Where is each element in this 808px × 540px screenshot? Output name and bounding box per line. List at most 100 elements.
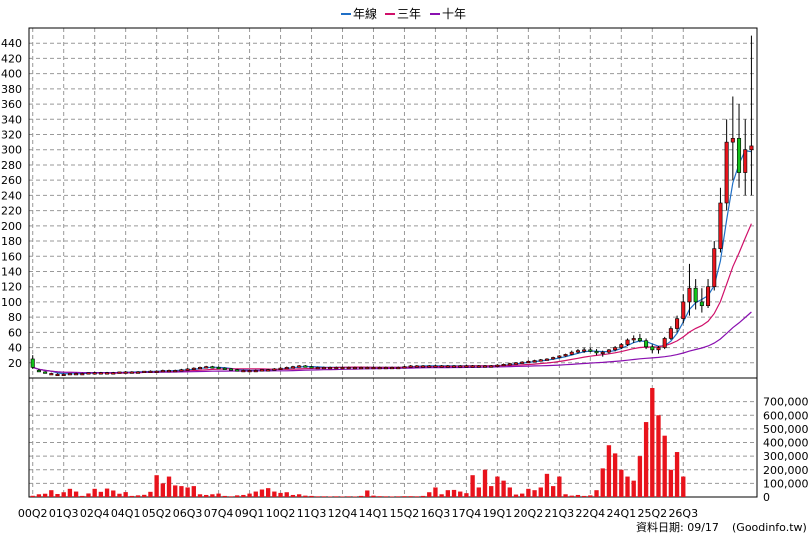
candle-body bbox=[483, 366, 486, 368]
candle-body bbox=[378, 367, 381, 369]
candle-body bbox=[620, 345, 623, 348]
volume-bar bbox=[192, 486, 196, 497]
candle-body bbox=[328, 367, 331, 369]
candle-body bbox=[161, 370, 164, 372]
price-tick-label: 240 bbox=[1, 189, 22, 202]
volume-bar bbox=[229, 496, 233, 497]
volume-bar bbox=[223, 496, 227, 497]
candle-body bbox=[99, 373, 102, 375]
volume-bar bbox=[347, 496, 351, 497]
candle-body bbox=[471, 366, 474, 368]
volume-bar bbox=[74, 492, 78, 497]
volume-bar bbox=[266, 488, 270, 497]
price-grid bbox=[29, 43, 757, 363]
volume-bar bbox=[111, 490, 115, 497]
price-tick-label: 200 bbox=[1, 220, 22, 233]
volume-bar bbox=[371, 496, 375, 497]
volume-bar bbox=[390, 496, 394, 497]
candle-body bbox=[638, 338, 641, 340]
candle-body bbox=[446, 366, 449, 368]
candle-body bbox=[186, 369, 189, 371]
candle-body bbox=[285, 367, 288, 369]
candle-body bbox=[564, 354, 567, 356]
volume-bar bbox=[204, 495, 208, 497]
candle-body bbox=[570, 352, 573, 354]
volume-bar bbox=[650, 388, 654, 497]
candle-body bbox=[347, 367, 350, 369]
x-tick-label: 14Q1 bbox=[359, 507, 389, 520]
volume-bar bbox=[316, 496, 320, 497]
candle-body bbox=[533, 361, 536, 363]
candle-body bbox=[93, 373, 96, 375]
price-tick-label: 300 bbox=[1, 144, 22, 157]
candle-body bbox=[675, 319, 678, 329]
candle-body bbox=[644, 341, 647, 347]
candle-body bbox=[217, 367, 220, 369]
candle-body bbox=[248, 370, 251, 372]
volume-bar bbox=[167, 477, 171, 497]
x-tick-label: 22Q4 bbox=[576, 507, 606, 520]
volume-bar bbox=[576, 495, 580, 497]
price-tick-label: 440 bbox=[1, 37, 22, 50]
volume-bar bbox=[353, 496, 357, 497]
candle-body bbox=[62, 374, 65, 376]
volume-tick-label: 200,000 bbox=[763, 464, 808, 477]
candle-body bbox=[428, 366, 431, 368]
x-tick-label: 16Q3 bbox=[421, 507, 451, 520]
volume-bar bbox=[452, 490, 456, 497]
volume-bar bbox=[216, 494, 220, 497]
candle-body bbox=[74, 373, 77, 375]
candle-body bbox=[198, 367, 201, 369]
volume-bar bbox=[123, 492, 127, 497]
volume-bar bbox=[62, 492, 66, 497]
candle-body bbox=[50, 373, 53, 375]
candle-body bbox=[167, 370, 170, 372]
candle-body bbox=[706, 287, 709, 306]
price-tick-label: 400 bbox=[1, 68, 22, 81]
candle-body bbox=[558, 356, 561, 358]
candle-body bbox=[366, 367, 369, 369]
x-grid bbox=[33, 28, 684, 497]
volume-bar bbox=[210, 494, 214, 497]
candle-body bbox=[409, 366, 412, 368]
x-tick-label: 07Q4 bbox=[204, 507, 234, 520]
volume-bar bbox=[68, 489, 72, 497]
volume-bar bbox=[322, 496, 326, 497]
candle-body bbox=[31, 359, 34, 367]
volume-bar bbox=[247, 494, 251, 497]
candle-body bbox=[254, 370, 257, 372]
candle-body bbox=[514, 363, 517, 365]
price-tick-label: 260 bbox=[1, 174, 22, 187]
volume-tick-label: 400,000 bbox=[763, 437, 808, 450]
candle-body bbox=[539, 360, 542, 362]
volume-bar bbox=[303, 496, 307, 497]
volume-bar bbox=[433, 487, 437, 497]
volume-tick-label: 700,000 bbox=[763, 396, 808, 409]
volume-bar bbox=[235, 495, 239, 497]
volume-bar bbox=[681, 477, 685, 497]
candle-body bbox=[390, 367, 393, 369]
candle-body bbox=[452, 366, 455, 368]
volume-bar bbox=[402, 496, 406, 497]
price-tick-label: 360 bbox=[1, 98, 22, 111]
volume-bar bbox=[601, 468, 605, 497]
candle-body bbox=[737, 138, 740, 172]
candle-body bbox=[582, 350, 585, 352]
candle-body bbox=[56, 374, 59, 376]
volume-bar bbox=[142, 495, 146, 497]
candle-body bbox=[601, 352, 604, 354]
volume-bar bbox=[297, 494, 301, 497]
candle-body bbox=[105, 373, 108, 375]
volume-bar bbox=[43, 494, 47, 497]
price-tick-label: 20 bbox=[8, 357, 22, 370]
volume-bar bbox=[501, 481, 505, 497]
candle-body bbox=[403, 367, 406, 369]
volume-bar bbox=[539, 487, 543, 497]
candle-body bbox=[180, 370, 183, 372]
x-tick-label: 24Q1 bbox=[606, 507, 636, 520]
volume-bar bbox=[625, 477, 629, 497]
candle-body bbox=[713, 249, 716, 287]
legend-ten-year-label: 十年 bbox=[442, 7, 466, 21]
volume-bar bbox=[384, 496, 388, 497]
